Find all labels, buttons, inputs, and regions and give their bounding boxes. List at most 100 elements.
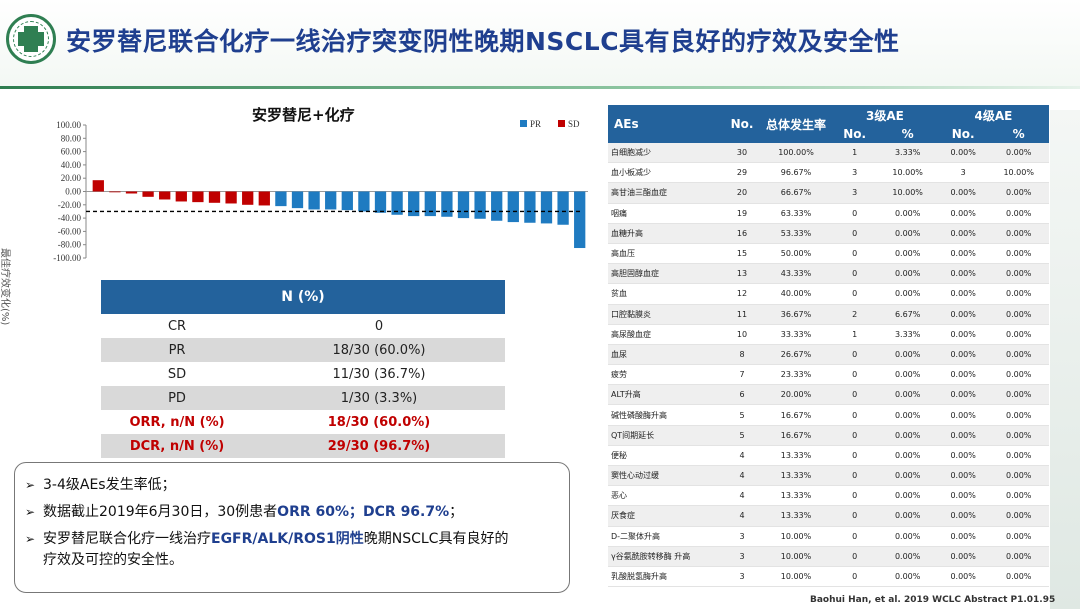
summary-highlight: ORR 60%；DCR 96.7% (277, 504, 450, 520)
ae-name: 白细胞减少 (608, 143, 724, 164)
ae-name: D-二聚体升高 (608, 526, 724, 547)
citation: Baohui Han, et al. 2019 WCLC Abstract P1… (810, 595, 1056, 605)
waterfall-chart: 安罗替尼+化疗 最佳疗效变化(%) 100.00 80.00 60.00 40.00 2… (0, 98, 600, 325)
ae-count: 11 (724, 304, 760, 325)
waterfall-bar (208, 191, 221, 203)
ae-table-row: 厌食症 4 13.33% 0 0.00% 0.00% 0.00% (608, 505, 1049, 527)
summary-bullet: ➢ 3-4级AEs发生率低； (23, 475, 569, 496)
ae-g4-count: 0.00% (937, 304, 989, 325)
ae-table-row: 碱性磷酸酶升高 5 16.67% 0 0.00% 0.00% 0.00% (608, 404, 1049, 426)
chart-y-axis-label: 最佳疗效变化(%) (0, 248, 10, 326)
ae-table-row: QT间期延长 5 16.67% 0 0.00% 0.00% 0.00% (608, 425, 1049, 446)
waterfall-bar (441, 191, 453, 217)
ae-g4-pct: 0.00% (988, 364, 1049, 386)
ae-g4-pct: 0.00% (988, 143, 1049, 164)
ae-g3-count: 0 (832, 404, 878, 426)
ae-table-row: 口腔黏膜炎 11 36.67% 2 6.67% 0.00% 0.00% (608, 304, 1049, 325)
ae-count: 13 (724, 263, 760, 285)
ae-g3-pct: 0.00% (877, 243, 938, 265)
ae-name: 碱性磷酸酶升高 (608, 404, 724, 426)
ae-count: 29 (724, 162, 760, 184)
ae-table-row: ALT升高 6 20.00% 0 0.00% 0.00% 0.00% (608, 384, 1049, 406)
y-tick-label: 60.00 (61, 147, 82, 157)
ae-g3-pct: 0.00% (877, 505, 938, 527)
ae-total-rate: 43.33% (760, 263, 832, 285)
ae-g3-count: 0 (832, 485, 878, 507)
ae-g3-pct: 6.67% (877, 304, 938, 325)
ae-g3-count: 3 (832, 182, 878, 204)
ae-table-row: 高胆固醇血症 13 43.33% 0 0.00% 0.00% 0.00% (608, 263, 1049, 285)
ae-name: 高甘油三酯血症 (608, 182, 724, 204)
ae-total-rate: 13.33% (760, 465, 832, 487)
ae-g4-count: 0.00% (937, 344, 989, 366)
y-tick-label: -60.00 (58, 226, 82, 236)
summary-text: 数据截止2019年6月30日，30例患者 (43, 504, 278, 520)
waterfall-bar (457, 191, 470, 219)
ae-g4-pct: 0.00% (988, 203, 1049, 224)
ae-name: 厌食症 (608, 505, 724, 527)
ae-g3-pct: 0.00% (877, 546, 938, 567)
ae-g3-count: 0 (832, 505, 878, 527)
ae-total-rate: 66.67% (760, 182, 832, 204)
summary-text: 安罗替尼联合化疗一线治疗 (43, 531, 211, 547)
ae-g4-pct: 0.00% (988, 404, 1049, 426)
ae-g3-pct: 0.00% (877, 263, 938, 285)
response-value: 18/30 (60.0%) (327, 414, 431, 430)
legend-label: SD (568, 119, 580, 129)
ae-g4-pct: 10.00% (988, 162, 1049, 184)
ae-g3-pct: 0.00% (877, 425, 938, 446)
waterfall-bar (125, 191, 138, 194)
ae-g3-count: 1 (832, 324, 878, 345)
waterfall-bar (142, 191, 154, 197)
ae-total-rate: 36.67% (760, 304, 832, 325)
ae-g4-count: 3 (937, 162, 989, 184)
ae-g4-pct: 0.00% (988, 546, 1049, 567)
response-table-row: DCR, n/N (%) 29/30 (96.7%) (101, 434, 505, 458)
ae-total-rate: 20.00% (760, 384, 832, 406)
ae-g3-count: 2 (832, 304, 878, 325)
response-table-row: PD 1/30 (3.3%) (101, 386, 505, 410)
waterfall-bar (341, 191, 353, 211)
arrow-bullet-icon: ➢ (25, 532, 36, 546)
ae-total-rate: 23.33% (760, 364, 832, 386)
ae-g3-pct: 0.00% (877, 445, 938, 467)
hospital-logo-icon (6, 14, 56, 64)
waterfall-bar (540, 191, 553, 224)
waterfall-bar (92, 180, 104, 192)
ae-name: γ谷氨酰胺转移酶 升高 (608, 546, 724, 567)
y-tick-label: 40.00 (61, 160, 82, 170)
ae-table-row: 白细胞减少 30 100.00% 1 3.33% 0.00% 0.00% (608, 143, 1049, 164)
ae-g4-count: 0.00% (937, 546, 989, 567)
ae-total-rate: 50.00% (760, 243, 832, 265)
summary-text: ； (449, 504, 464, 520)
ae-total-rate: 13.33% (760, 505, 832, 527)
ae-g4-count: 0.00% (937, 485, 989, 507)
ae-table-row: 血小板减少 29 96.67% 3 10.00% 3 10.00% (608, 162, 1049, 184)
response-label: CR (167, 318, 187, 334)
waterfall-chart-svg: 100.00 80.00 60.00 40.00 20.00 0.00 -20.00 -40.… (53, 119, 588, 263)
ae-name: QT间期延长 (608, 425, 724, 446)
waterfall-bar (574, 191, 586, 249)
ae-header-grade3: 3级AE (832, 105, 938, 125)
waterfall-bar (159, 191, 171, 200)
waterfall-bar (192, 191, 204, 203)
ae-count: 3 (724, 526, 760, 547)
response-label: ORR, n/N (%) (129, 414, 225, 430)
ae-g4-pct: 0.00% (988, 223, 1049, 244)
ae-header-aes: AEs (608, 105, 724, 143)
ae-name: 贫血 (608, 283, 724, 305)
waterfall-bar (474, 191, 486, 219)
ae-count: 4 (724, 465, 760, 487)
ae-g3-count: 0 (832, 425, 878, 446)
ae-g3-count: 0 (832, 566, 878, 588)
ae-count: 30 (724, 143, 760, 164)
ae-table-row: 高血压 15 50.00% 0 0.00% 0.00% 0.00% (608, 243, 1049, 265)
chart-title: 安罗替尼+化疗 (252, 106, 355, 124)
waterfall-bar (275, 191, 287, 207)
response-label: DCR, n/N (%) (101, 434, 253, 458)
ae-subheader-no: No. (937, 125, 989, 143)
ae-name: ALT升高 (608, 384, 724, 406)
ae-total-rate: 13.33% (760, 445, 832, 467)
ae-g3-pct: 0.00% (877, 364, 938, 386)
ae-count: 15 (724, 243, 760, 265)
